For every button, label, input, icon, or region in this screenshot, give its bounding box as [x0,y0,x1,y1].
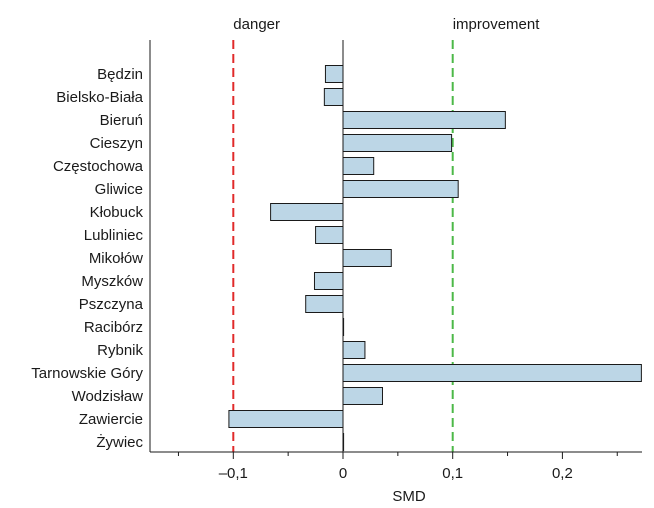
reference-lines: danger improvement [232,16,541,452]
bars [228,40,642,452]
category-label: Zawiercie [79,411,143,428]
bar-6 [270,203,344,221]
bar-12 [342,341,366,359]
axes [149,40,642,453]
x-tick-label: 0,1 [442,465,463,482]
bar-1 [323,88,344,106]
x-tick-label: 0 [339,465,347,482]
category-label: Mikołów [89,250,143,267]
category-label: Bielsko-Biała [56,89,143,106]
category-labels: Będzin Bielsko-Biała Bieruń Cieszyn Częstoch… [31,66,143,451]
reference-label-danger: danger [233,16,280,33]
category-label: Żywiec [96,433,143,451]
x-tick-label: –0,1 [219,465,248,482]
bar-2 [342,111,506,129]
category-label: Tarnowskie Góry [31,365,143,382]
x-ticks: –0,1 0 0,1 0,2 [177,452,618,482]
bar-0 [324,65,344,83]
category-label: Lubliniec [84,227,144,244]
category-label: Racibórz [84,319,143,336]
category-label: Myszków [81,273,143,290]
bar-8 [342,249,392,267]
category-label: Będzin [97,66,143,83]
category-label: Częstochowa [53,158,144,175]
category-label: Pszczyna [79,296,144,313]
x-tick-label: 0,2 [552,465,573,482]
bar-13 [342,364,642,382]
bar-5 [342,180,459,198]
category-label: Rybnik [97,342,143,359]
category-label: Cieszyn [90,135,143,152]
category-label: Gliwice [95,181,143,198]
x-axis-title: SMD [392,488,426,505]
bar-10 [305,295,344,313]
bar-7 [315,226,344,244]
reference-label-improvement: improvement [453,16,541,33]
bar-9 [313,272,344,290]
bar-3 [342,134,453,152]
bar-14 [342,387,383,405]
category-label: Bieruń [100,112,143,129]
bar-15 [228,410,344,428]
bar-4 [342,157,375,175]
category-label: Kłobuck [90,204,144,221]
category-label: Wodzisław [72,388,144,405]
